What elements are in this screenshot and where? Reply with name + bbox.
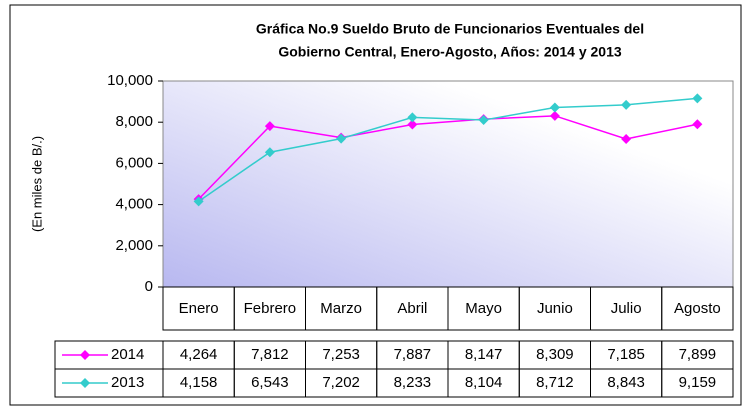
x-tick-label: Agosto <box>674 300 721 317</box>
y-tick-label: 6,000 <box>115 154 153 171</box>
x-tick-label: Junio <box>537 300 573 317</box>
marker <box>478 115 489 126</box>
table-value: 7,253 <box>322 346 360 363</box>
marker <box>336 133 347 144</box>
marker <box>692 119 703 130</box>
table-value: 8,712 <box>536 374 574 391</box>
marker <box>621 99 632 110</box>
legend-marker <box>80 378 90 388</box>
table-value: 7,812 <box>251 346 289 363</box>
table-value: 8,104 <box>465 374 503 391</box>
marker <box>549 102 560 113</box>
marker <box>407 119 418 130</box>
marker <box>407 112 418 123</box>
x-tick-label: Marzo <box>320 300 362 317</box>
legend-label: 2014 <box>111 346 144 363</box>
marker <box>549 110 560 121</box>
table-value: 8,309 <box>536 346 574 363</box>
table-value: 9,159 <box>679 374 717 391</box>
legend-marker <box>80 350 90 360</box>
table-value: 7,202 <box>322 374 360 391</box>
table-value: 4,264 <box>180 346 218 363</box>
x-tick-label: Febrero <box>244 300 297 317</box>
x-tick-label: Abril <box>397 300 427 317</box>
chart-title: Gráfica No.9 Sueldo Bruto de Funcionario… <box>256 21 644 37</box>
marker <box>193 196 204 207</box>
chart-subtitle: Gobierno Central, Enero-Agosto, Años: 20… <box>278 44 622 60</box>
x-tick-label: Mayo <box>465 300 502 317</box>
y-tick-label: 4,000 <box>115 196 153 213</box>
table-cell <box>661 368 734 398</box>
table-cell <box>661 286 734 331</box>
table-value: 7,887 <box>394 346 432 363</box>
table-value: 8,843 <box>607 374 645 391</box>
y-tick-label: 2,000 <box>115 237 153 254</box>
marker <box>264 121 275 132</box>
series-line <box>198 97 698 202</box>
x-tick-label: Julio <box>611 300 642 317</box>
marker <box>621 133 632 144</box>
table-value: 7,899 <box>679 346 717 363</box>
series-line <box>198 115 698 200</box>
y-tick-label: 8,000 <box>115 113 153 130</box>
legend-label: 2013 <box>111 374 144 391</box>
y-tick-label: 10,000 <box>107 72 153 89</box>
x-tick-label: Enero <box>179 300 219 317</box>
marker <box>692 93 703 104</box>
table-value: 7,185 <box>607 346 645 363</box>
table-value: 8,147 <box>465 346 503 363</box>
marker <box>264 147 275 158</box>
y-tick-label: 0 <box>145 278 153 295</box>
table-value: 4,158 <box>180 374 218 391</box>
plot-area <box>162 80 734 288</box>
table-value: 8,233 <box>394 374 432 391</box>
table-value: 6,543 <box>251 374 289 391</box>
y-axis-label: (En miles de B/.) <box>29 136 44 232</box>
